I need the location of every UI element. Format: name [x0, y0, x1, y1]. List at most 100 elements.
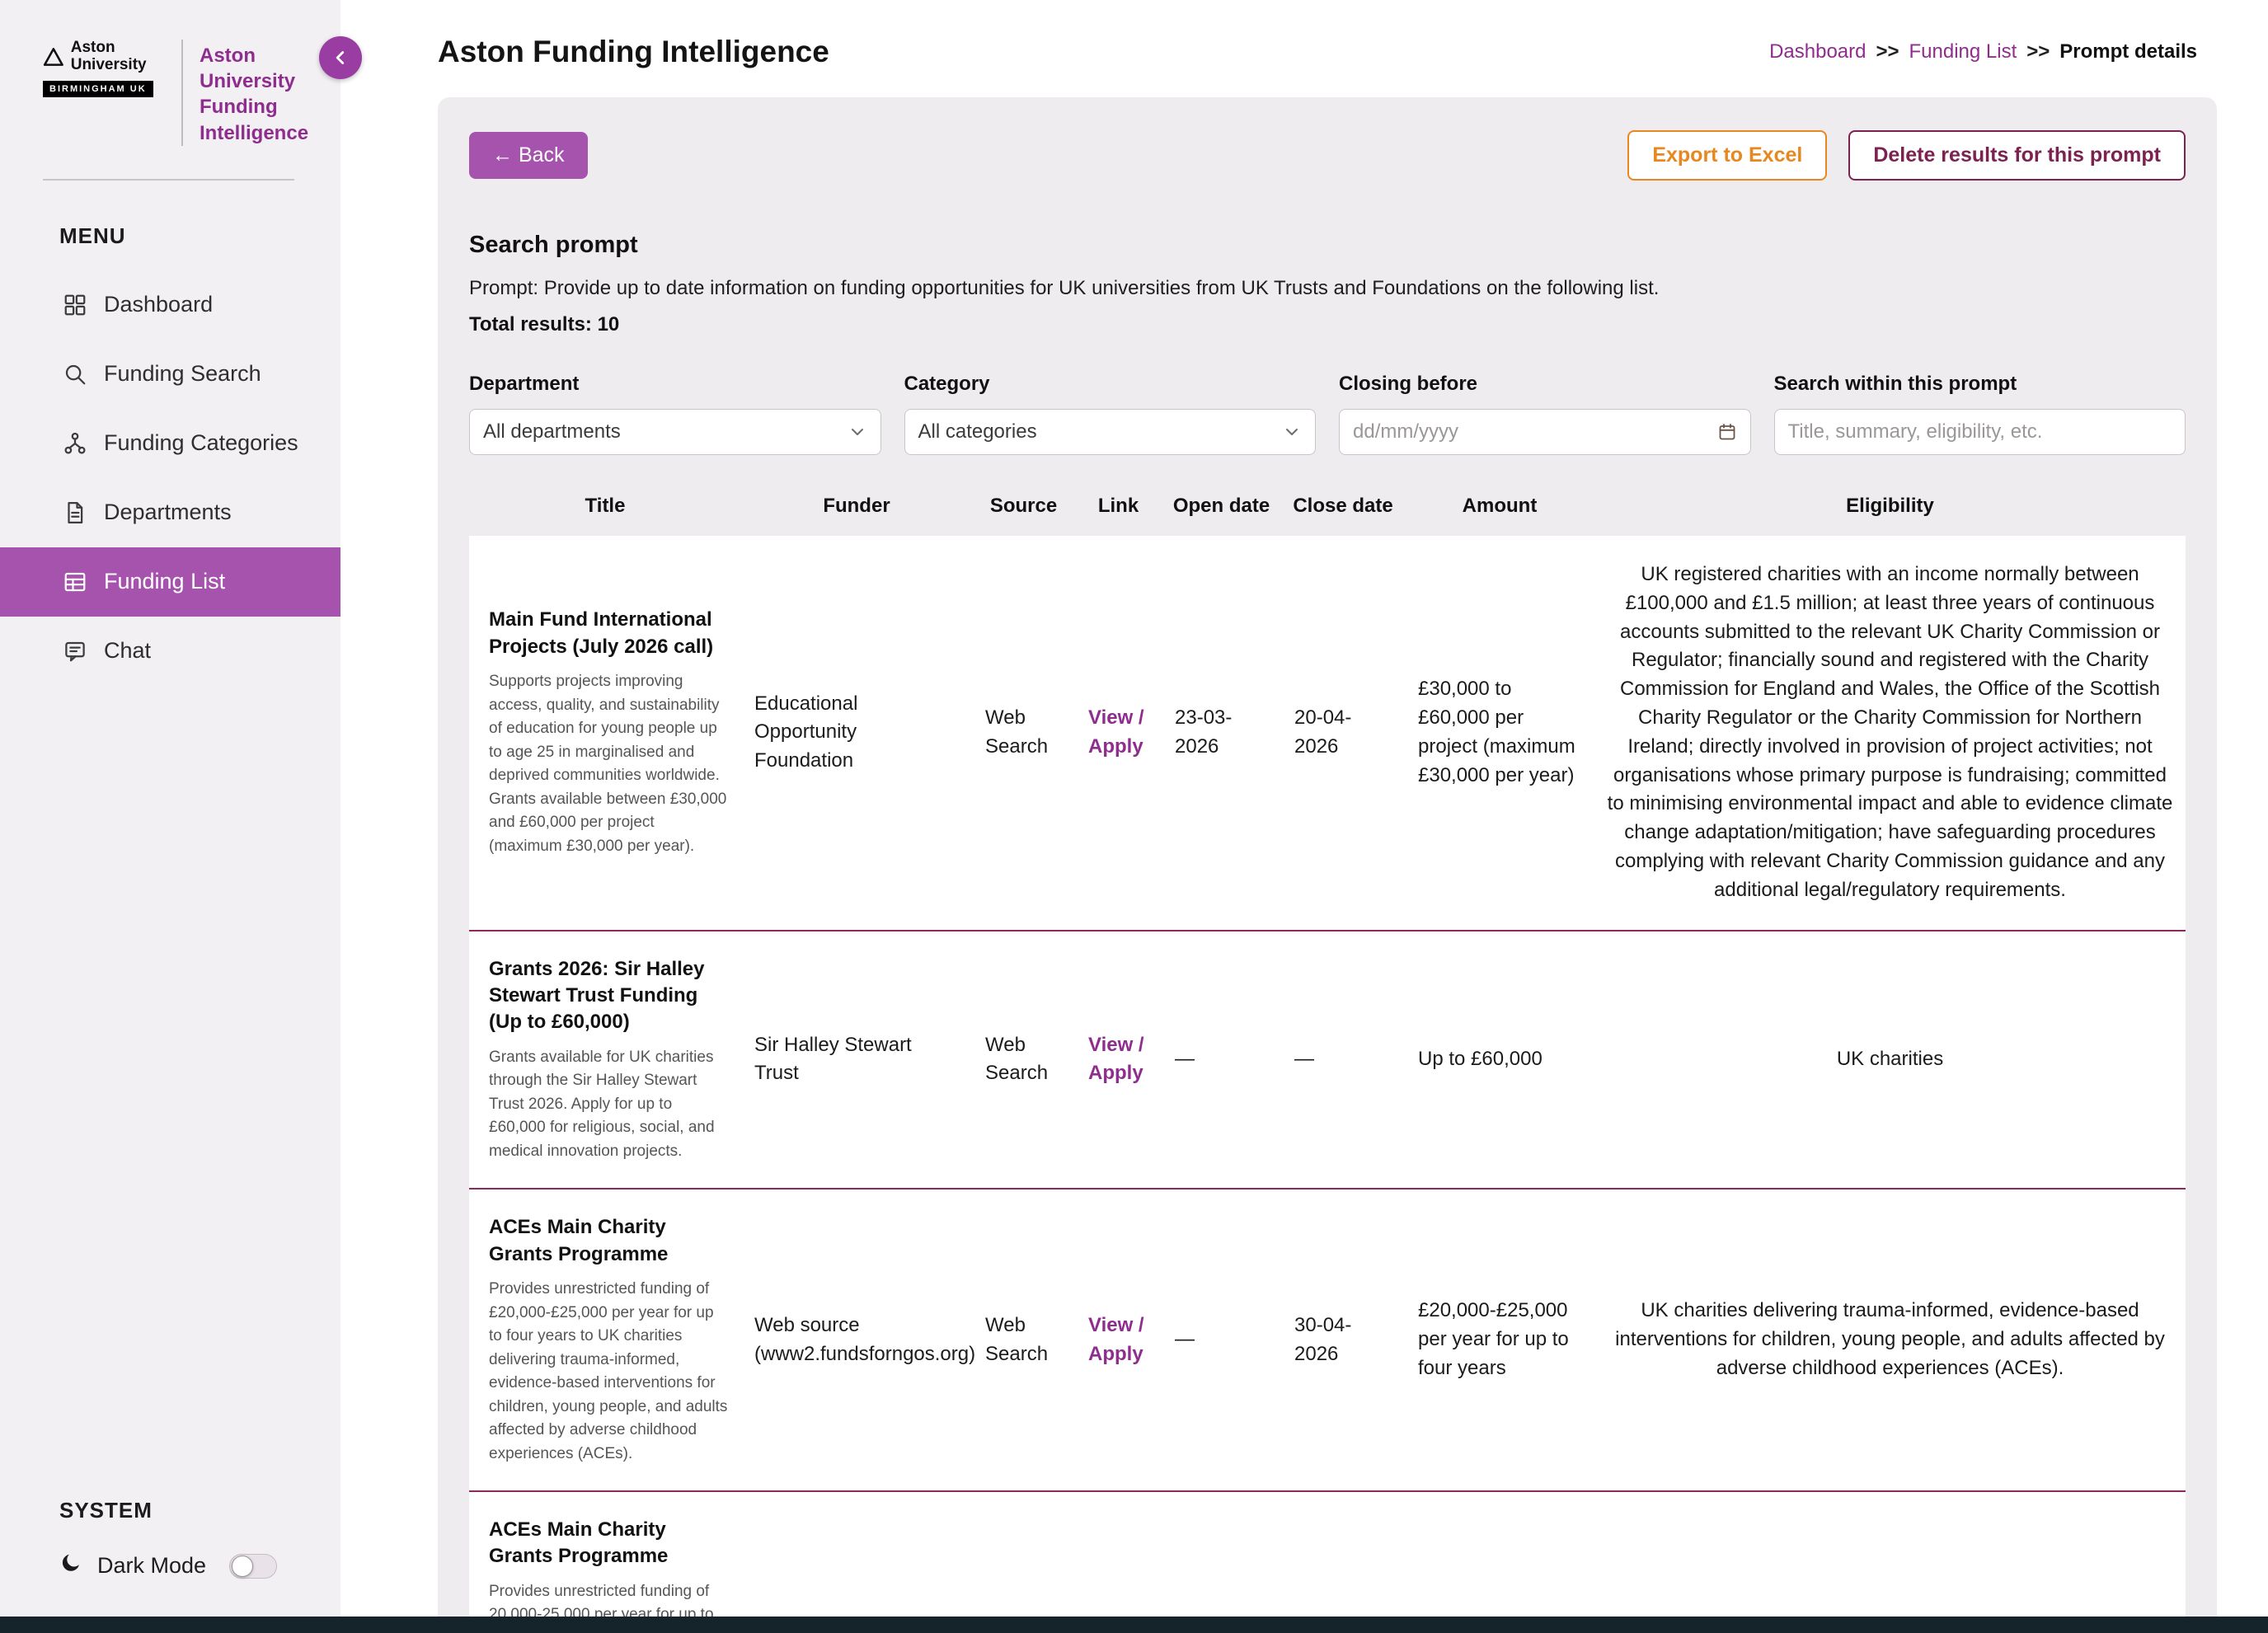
- row-description: Grants available for UK charities throug…: [489, 1048, 715, 1160]
- prompt-text: Prompt: Provide up to date information o…: [469, 277, 1660, 299]
- row-title: ACEs Main Charity Grants Programme: [489, 1518, 669, 1568]
- toggle-knob: [232, 1555, 254, 1577]
- cell-title: ACEs Main Charity Grants Programme Provi…: [469, 1190, 741, 1490]
- cell-source: Web Search: [985, 1313, 1049, 1365]
- table-row: Main Fund International Projects (July 2…: [469, 536, 2186, 930]
- cell-open-date: —: [1175, 1328, 1195, 1351]
- cell-funder: Web source (www2.fundsforngos.org): [754, 1313, 976, 1365]
- filter-search: Search within this prompt: [1773, 373, 2186, 455]
- sidebar-bottom: SYSTEM Dark Mode: [0, 1455, 340, 1633]
- table-header-row: Title Funder Source Link Open date Close…: [469, 495, 2186, 536]
- prompt-details-panel: ← Back Export to Excel Delete results fo…: [438, 97, 2217, 1633]
- results-table: Title Funder Source Link Open date Close…: [469, 495, 2186, 1633]
- main-content: Aston Funding Intelligence Dashboard >> …: [340, 0, 2268, 1633]
- delete-results-button[interactable]: Delete results for this prompt: [1848, 130, 2186, 181]
- cell-open-date: —: [1175, 1048, 1195, 1070]
- cell-eligibility: UK charities: [1836, 1048, 1944, 1070]
- cell-funder: Educational Opportunity Foundation: [754, 692, 858, 772]
- breadcrumb-current: Prompt details: [2059, 40, 2197, 63]
- breadcrumb-separator: >>: [2026, 40, 2050, 63]
- dark-mode-label: Dark Mode: [97, 1553, 207, 1578]
- row-title: Main Fund International Projects (July 2…: [489, 608, 714, 658]
- filters-row: Department All departments Category All …: [469, 373, 2186, 455]
- filter-closing-before: Closing before dd/mm/yyyy: [1339, 373, 1751, 455]
- sidebar-collapse-button[interactable]: [319, 36, 362, 79]
- chevron-down-icon: [848, 422, 867, 442]
- category-select[interactable]: All categories: [904, 409, 1316, 455]
- row-title: ACEs Main Charity Grants Programme: [489, 1216, 669, 1265]
- view-apply-link[interactable]: View / Apply: [1088, 1313, 1144, 1365]
- search-icon: [63, 362, 87, 387]
- cell-title: Grants 2026: Sir Halley Stewart Trust Fu…: [469, 931, 741, 1189]
- sidebar-item-chat[interactable]: Chat: [0, 617, 340, 686]
- total-results: Total results: 10: [469, 313, 620, 336]
- categories-icon: [63, 431, 87, 456]
- page-header: Aston Funding Intelligence Dashboard >> …: [340, 0, 2268, 69]
- cell-source: Web Search: [985, 1033, 1049, 1085]
- chevron-down-icon: [1282, 422, 1302, 442]
- breadcrumb-dashboard[interactable]: Dashboard: [1769, 40, 1867, 63]
- product-name: Aston University Funding Intelligence: [200, 45, 309, 144]
- filter-category: Category All categories: [904, 373, 1316, 455]
- chevron-left-icon: [336, 51, 345, 64]
- column-header-close-date: Close date: [1293, 495, 1393, 517]
- cell-eligibility: UK registered charities with an income n…: [1607, 563, 2173, 901]
- dark-mode-row: Dark Mode: [0, 1551, 340, 1580]
- table-row: ACEs Main Charity Grants Programme Provi…: [469, 1490, 2186, 1633]
- cell-eligibility: UK charities delivering trauma-informed,…: [1615, 1299, 2165, 1380]
- cell-amount: Up to £60,000: [1418, 1048, 1543, 1070]
- sidebar-item-departments[interactable]: Departments: [0, 478, 340, 547]
- breadcrumb-funding-list[interactable]: Funding List: [1909, 40, 2017, 63]
- sidebar-item-label: Dashboard: [104, 292, 214, 317]
- sidebar-item-dashboard[interactable]: Dashboard: [0, 270, 340, 340]
- back-button[interactable]: ← Back: [469, 132, 588, 179]
- view-apply-link[interactable]: View / Apply: [1088, 1033, 1144, 1085]
- prompt-search-input[interactable]: [1773, 409, 2186, 455]
- sidebar-item-funding-categories[interactable]: Funding Categories: [0, 409, 340, 478]
- aston-university-logo: Aston University BIRMINGHAM UK: [43, 39, 165, 146]
- category-select-value: All categories: [918, 420, 1037, 443]
- closing-before-date-input[interactable]: dd/mm/yyyy: [1339, 409, 1751, 455]
- cell-close-date: —: [1294, 1048, 1314, 1070]
- sidebar-item-label: Funding Search: [104, 361, 261, 387]
- sidebar-item-funding-search[interactable]: Funding Search: [0, 340, 340, 409]
- export-to-excel-button[interactable]: Export to Excel: [1627, 130, 1828, 181]
- cell-close-date: 20-04-2026: [1294, 706, 1352, 758]
- view-apply-link[interactable]: View / Apply: [1088, 706, 1144, 758]
- sidebar-item-label: Chat: [104, 638, 152, 664]
- dark-mode-toggle[interactable]: [229, 1553, 278, 1579]
- closing-before-label: Closing before: [1339, 373, 1478, 395]
- departments-icon: [63, 500, 87, 525]
- cell-funder: Sir Halley Stewart Trust: [754, 1033, 912, 1085]
- cell-title: ACEs Main Charity Grants Programme Provi…: [469, 1492, 741, 1633]
- column-header-title: Title: [585, 495, 626, 517]
- dashboard-icon: [63, 293, 87, 317]
- department-label: Department: [469, 373, 580, 395]
- funding-list-icon: [63, 570, 87, 594]
- search-within-label: Search within this prompt: [1773, 373, 2017, 395]
- department-select[interactable]: All departments: [469, 409, 881, 455]
- aston-triangle-icon: [43, 47, 63, 66]
- table-row: ACEs Main Charity Grants Programme Provi…: [469, 1188, 2186, 1491]
- calendar-icon: [1717, 422, 1737, 442]
- sidebar-item-label: Funding Categories: [104, 430, 298, 456]
- row-title: Grants 2026: Sir Halley Stewart Trust Fu…: [489, 957, 705, 1034]
- date-placeholder: dd/mm/yyyy: [1353, 420, 1459, 443]
- cell-source: Web Search: [985, 706, 1049, 758]
- breadcrumb-separator: >>: [1876, 40, 1899, 63]
- sidebar-divider: [43, 178, 294, 181]
- toolbar: ← Back Export to Excel Delete results fo…: [469, 130, 2186, 181]
- cell-amount: £20,000-£25,000 per year for up to four …: [1418, 1299, 1569, 1380]
- category-label: Category: [904, 373, 990, 395]
- sidebar-item-label: Departments: [104, 500, 232, 525]
- bottom-bar: [0, 1617, 2268, 1633]
- aston-birmingham-bar: BIRMINGHAM UK: [43, 80, 153, 97]
- cell-title: Main Fund International Projects (July 2…: [469, 582, 741, 883]
- sidebar-item-funding-list[interactable]: Funding List: [0, 547, 340, 617]
- table-row: Grants 2026: Sir Halley Stewart Trust Fu…: [469, 929, 2186, 1189]
- menu-section-label: MENU: [59, 223, 126, 248]
- row-description: Supports projects improving access, qual…: [489, 673, 727, 855]
- logo-divider: [181, 40, 183, 146]
- department-select-value: All departments: [483, 420, 621, 443]
